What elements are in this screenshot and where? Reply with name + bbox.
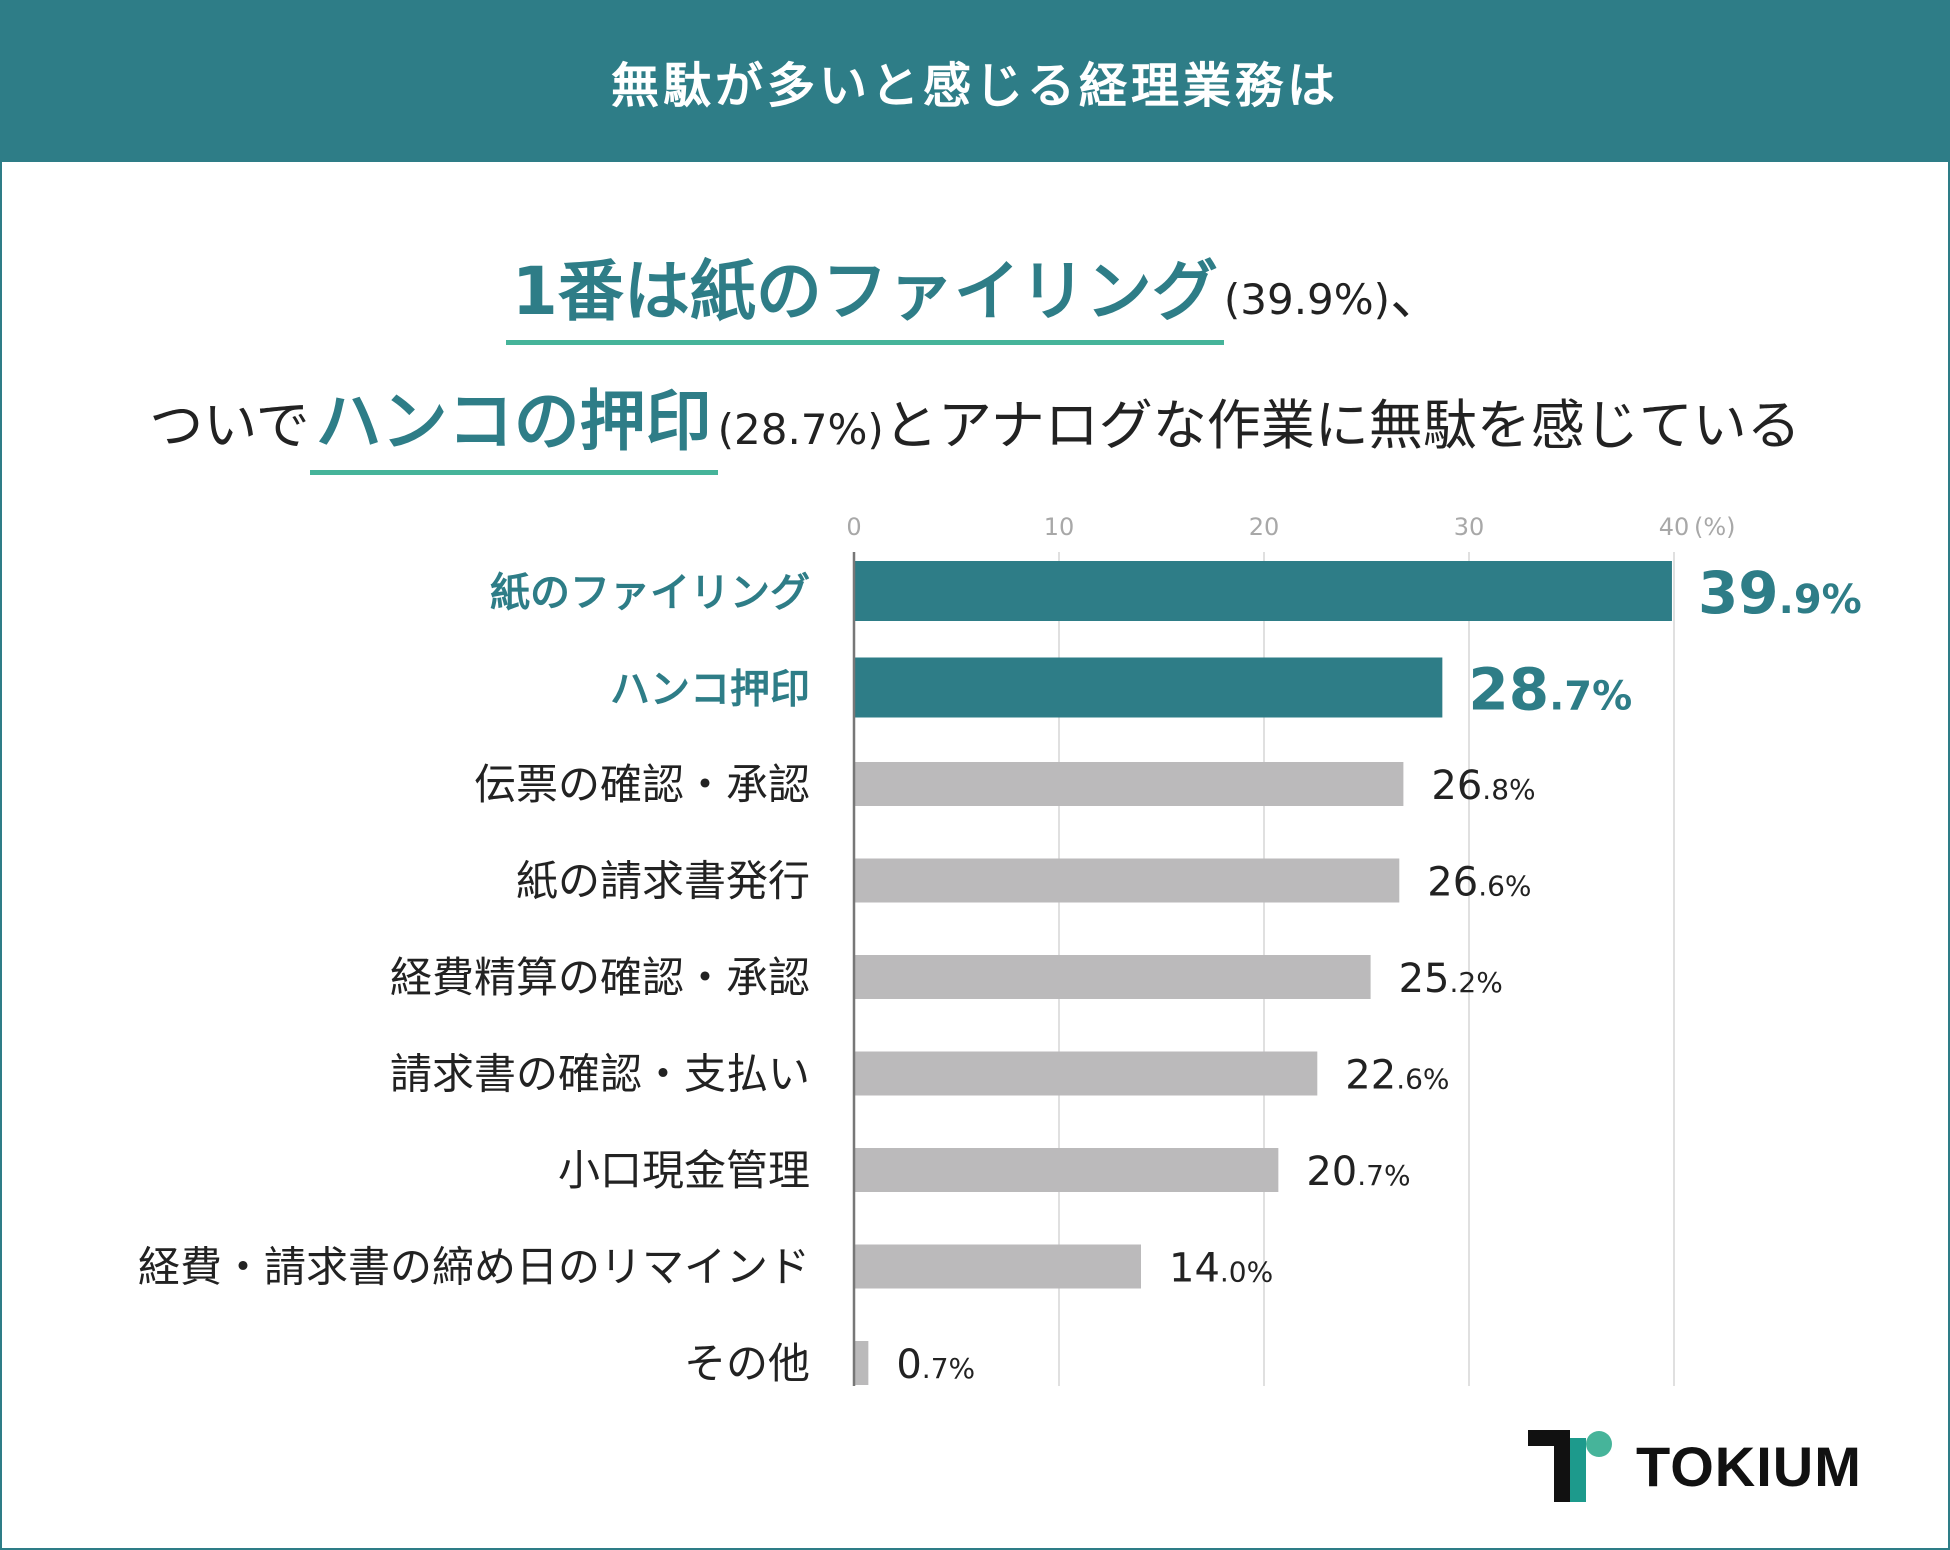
bar [854,955,1371,999]
value-label-decimal: .7% [922,1352,975,1385]
value-label-decimal: .0% [1220,1256,1273,1289]
headline-highlight-2: ハンコの押印 [309,368,718,475]
bar [854,1148,1279,1192]
headline-line-2: ついでハンコの押印 (28.7%)とアナログな作業に無駄を感じている [0,368,1950,475]
value-label-decimal: .6% [1396,1063,1449,1096]
value-label-integer: 0 [896,1342,921,1388]
value-label-decimal: .2% [1450,966,1503,999]
header-banner: 無駄が多いと感じる経理業務は [0,0,1950,162]
category-label: 紙の請求書発行 [516,857,810,906]
headline-suffix-1: 、 [1390,264,1445,327]
page-title: 無駄が多いと感じる経理業務は [610,58,1339,114]
value-label-decimal: .8% [1482,773,1535,806]
value-label-integer: 26 [1427,860,1478,906]
value-label: 0.7% [896,1342,975,1388]
tokium-logo-icon [1528,1430,1612,1502]
value-label: 28.7% [1468,656,1632,724]
brand-logo: TOKIUM [1528,1430,1862,1502]
value-label: 25.2% [1399,956,1503,1002]
category-label: 経費精算の確認・承認 [390,953,810,1002]
value-label: 20.7% [1306,1149,1410,1195]
category-label: 小口現金管理 [558,1146,810,1195]
headline-suffix-2: とアナログな作業に無駄を感じている [883,394,1801,457]
value-label-integer: 20 [1306,1149,1357,1195]
value-label: 26.6% [1427,860,1531,906]
category-label: 請求書の確認・支払い [390,1050,810,1099]
value-label-decimal: .6% [1478,870,1531,903]
x-tick-label: 30 [1454,513,1485,541]
category-label: 経費・請求書の締め日のリマインド [138,1243,810,1292]
bar [854,1341,869,1385]
value-label-decimal: .7% [1357,1159,1410,1192]
headline-prefix-2: ついで [149,394,310,457]
bar [854,1244,1141,1289]
bar [854,762,1404,806]
value-label-integer: 26 [1431,763,1482,809]
value-label: 39.9% [1698,559,1862,627]
x-tick-label: 40 [1659,513,1690,541]
value-label: 22.6% [1345,1053,1449,1099]
bar [854,561,1672,621]
category-label: 紙のファイリング [490,570,810,616]
headline-highlight-1: 1番は紙のファイリング [505,238,1224,345]
value-label-integer: 39 [1698,559,1779,627]
value-label-integer: 22 [1345,1053,1396,1099]
x-tick-label: 20 [1249,513,1280,541]
x-tick-label: 10 [1044,513,1075,541]
axis-unit-label: (%) [1694,513,1736,541]
value-label-integer: 25 [1399,956,1450,1002]
headline-line-1: 1番は紙のファイリング (39.9%)、 [0,238,1950,345]
bar [854,657,1443,718]
bar [854,858,1400,903]
value-label-integer: 28 [1468,656,1549,724]
category-label: 伝票の確認・承認 [474,760,810,809]
value-label-integer: 14 [1169,1246,1220,1292]
value-label: 14.0% [1169,1246,1273,1292]
brand-logo-text: TOKIUM [1636,1434,1862,1498]
x-tick-label: 0 [846,513,861,541]
value-label-decimal: .9% [1779,577,1862,623]
bar [854,1051,1318,1096]
value-label-decimal: .7% [1549,674,1632,720]
value-label: 26.8% [1431,763,1535,809]
category-label: その他 [684,1339,810,1388]
headline-pct-2: (28.7%) [717,405,884,454]
headline-pct-1: (39.9%) [1223,275,1391,324]
category-label: ハンコ押印 [610,667,810,713]
